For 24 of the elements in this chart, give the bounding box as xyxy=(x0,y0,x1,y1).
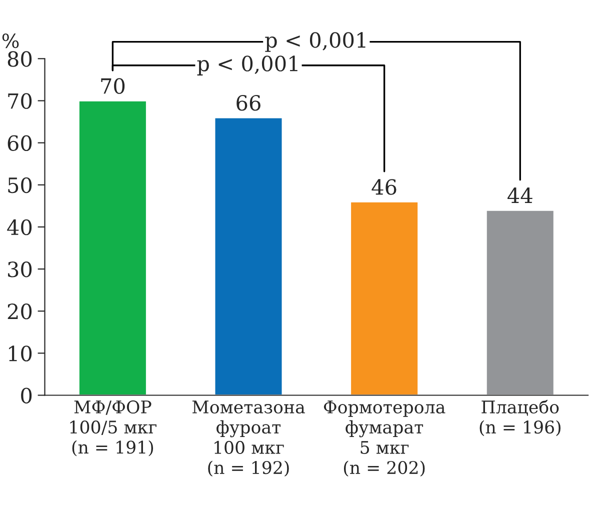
y-tick-label: 30 xyxy=(8,261,32,278)
data-label: 46 xyxy=(372,179,396,195)
bar xyxy=(350,201,419,396)
text: p < 0,001 xyxy=(265,32,366,52)
y-tick-label: 10 xyxy=(9,346,32,362)
data-label: 44 xyxy=(508,188,532,204)
x-tick-label: Мометазона фуроат 100 мкг (n = 192) xyxy=(192,400,305,477)
y-axis-title: % xyxy=(2,33,19,48)
data-label: 70 xyxy=(101,78,125,94)
y-tick-label: 40 xyxy=(7,219,32,236)
x-tick-label: Формотерола фумарат 5 мкг (n = 202) xyxy=(324,400,446,477)
x-tick-label: Плацебо (n = 196) xyxy=(480,400,560,436)
annotation: p < 0,001 xyxy=(197,56,298,76)
bar xyxy=(485,209,555,396)
y-tick-label: 0 xyxy=(21,388,32,404)
y-tick-label: 60 xyxy=(8,135,32,152)
x-tick-label: МФ/ФОР 100/5 мкг (n = 191) xyxy=(70,400,156,456)
bar xyxy=(214,116,284,396)
data-label: 66 xyxy=(236,94,260,111)
bar xyxy=(78,100,148,396)
y-tick-label: 80 xyxy=(8,51,32,67)
y-tick-label: 20 xyxy=(8,304,32,320)
y-tick-label: 50 xyxy=(8,177,32,194)
y-tick-label: 70 xyxy=(8,93,32,109)
